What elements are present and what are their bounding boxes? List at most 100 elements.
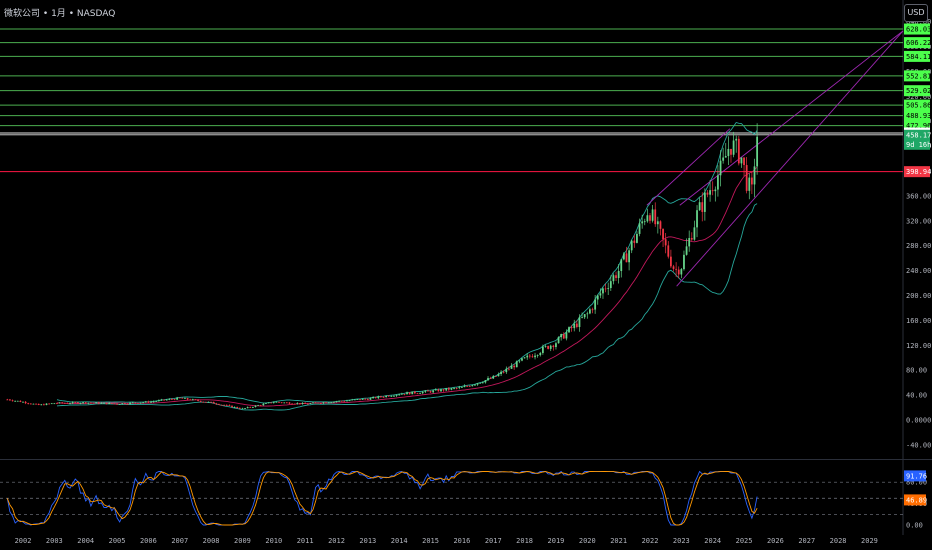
candle-body [259, 405, 262, 407]
candle-body [688, 238, 691, 247]
currency-button[interactable]: USD [904, 4, 928, 22]
candle-body [19, 400, 22, 402]
channel-lower-line [676, 30, 904, 287]
candle-body [748, 177, 751, 191]
candle-body [163, 399, 165, 401]
candle-body [63, 403, 66, 404]
candle-body [756, 136, 759, 167]
candle-body [82, 402, 84, 404]
candle-body [583, 314, 586, 318]
candle-body [622, 253, 625, 260]
countdown-label: 9d 16h [906, 141, 931, 149]
candle-body [479, 382, 482, 384]
candle-body [118, 404, 121, 405]
level-price-label: 488.93 [906, 112, 931, 120]
candle-body [244, 408, 246, 409]
candle-body [437, 389, 440, 392]
candle-body [620, 259, 623, 272]
level-price-label-bg [904, 110, 930, 122]
candle-body [283, 402, 286, 404]
candle-body [361, 398, 364, 400]
price-axis[interactable]: 640.00600.00560.00520.00480.00440.00400.… [906, 18, 931, 449]
stoch-k-label-bg [904, 470, 926, 482]
candle-body [581, 317, 583, 319]
candle-body [270, 402, 273, 404]
candle-body [319, 403, 322, 404]
candle-body [672, 266, 675, 269]
candle-body [664, 239, 667, 246]
candle-body [732, 140, 735, 155]
time-tick: 2007 [171, 537, 188, 545]
candle-body [144, 401, 147, 403]
candle-body [343, 400, 346, 402]
candle-body [724, 156, 727, 158]
candle-body [301, 402, 304, 404]
candle-body [427, 390, 429, 392]
candle-body [176, 397, 179, 400]
candle-body [539, 352, 542, 356]
candle-body [58, 402, 61, 404]
candle-body [547, 346, 550, 349]
candle-body [445, 388, 448, 391]
candle-body [306, 403, 309, 405]
candle-body [617, 271, 620, 279]
candle-body [285, 402, 288, 404]
price-tick: 40.00 [906, 392, 927, 400]
candle-body [484, 380, 487, 383]
price-tick: 200.00 [906, 292, 931, 300]
candles [6, 123, 759, 410]
channel-upper-line [679, 30, 904, 206]
current-price-bg [904, 129, 930, 150]
candle-body [393, 395, 395, 397]
candle-body [74, 402, 77, 403]
trend-channel[interactable] [646, 30, 904, 287]
symbol-header[interactable]: 微软公司 • 1月 • NASDAQ [4, 6, 115, 19]
candle-body [523, 357, 526, 359]
candle-body [518, 360, 521, 362]
candle-body [296, 403, 299, 404]
candle-body [471, 385, 474, 387]
candle-body [515, 361, 518, 368]
candle-body [332, 401, 335, 403]
candle-body [646, 215, 649, 222]
stoch-d-label-bg [904, 494, 926, 506]
time-tick: 2022 [642, 537, 659, 545]
candle-body [442, 389, 445, 391]
candle-body [743, 157, 745, 166]
candle-body [157, 400, 160, 402]
candle-body [685, 246, 688, 255]
time-tick: 2019 [548, 537, 565, 545]
candle-body [615, 275, 617, 279]
candle-body [97, 402, 100, 404]
candle-body [330, 402, 333, 404]
candle-body [562, 334, 565, 339]
candle-body [191, 399, 194, 401]
time-tick: 2008 [203, 537, 220, 545]
time-axis[interactable]: 2002 2003 2004 2005 2006 2007 2008 2009 2010 2011… [15, 537, 878, 545]
stochastic-oscillator [0, 470, 903, 526]
candle-body [521, 358, 523, 361]
candle-body [236, 406, 239, 409]
candle-body [43, 404, 45, 406]
header-sep: • [42, 9, 49, 19]
time-tick: 2009 [234, 537, 251, 545]
candle-body [147, 401, 150, 403]
candle-body [87, 402, 90, 404]
candle-body [693, 227, 696, 240]
candle-body [225, 405, 228, 406]
candle-body [450, 388, 453, 390]
candle-body [508, 368, 510, 370]
price-tick: 240.00 [906, 267, 931, 275]
candle-body [215, 403, 218, 405]
level-price-label-bg [904, 120, 930, 132]
candle-body [168, 398, 171, 400]
interval-label[interactable]: 1月 [51, 9, 66, 19]
candle-body [210, 401, 212, 403]
candle-body [461, 387, 463, 388]
candle-body [549, 345, 552, 349]
candle-body [489, 378, 492, 379]
header-sep: • [68, 9, 74, 19]
candle-body [677, 269, 680, 275]
horizontal-levels[interactable] [0, 28, 903, 173]
